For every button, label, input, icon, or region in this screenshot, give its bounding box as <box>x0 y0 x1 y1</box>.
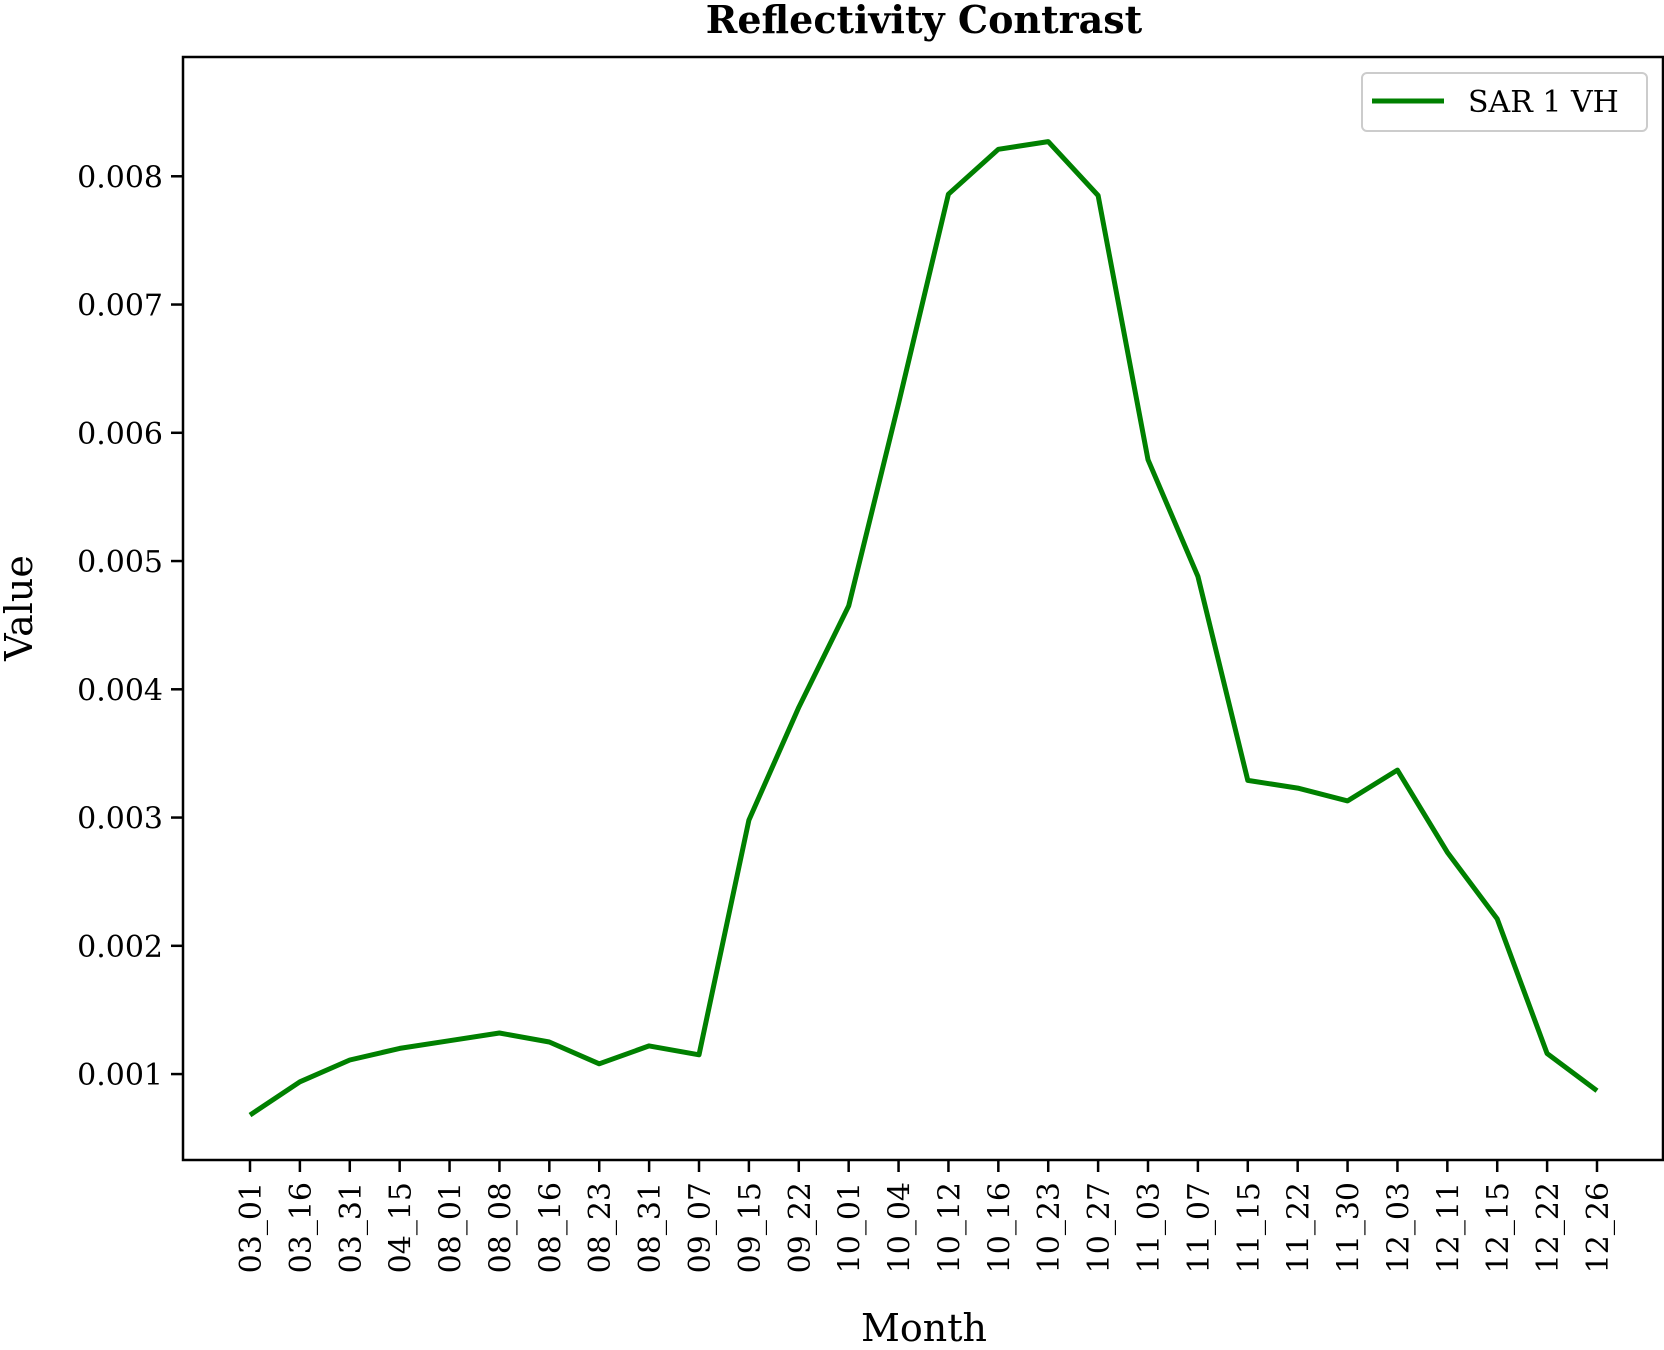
x-tick-label: 12_15 <box>1481 1182 1516 1273</box>
y-tick-label: 0.006 <box>77 417 163 452</box>
x-axis-label: Month <box>861 1306 987 1350</box>
series-layer <box>248 139 1599 1118</box>
x-tick-label: 11_07 <box>1182 1182 1217 1273</box>
x-tick-label: 10_12 <box>932 1182 967 1273</box>
y-tick-label: 0.002 <box>77 930 163 965</box>
x-tick-label: 10_27 <box>1082 1182 1117 1273</box>
chart-title: Reflectivity Contrast <box>706 0 1143 42</box>
x-tick-label: 04_15 <box>384 1182 419 1273</box>
x-tick-label: 09_07 <box>683 1182 718 1273</box>
y-tick-label: 0.007 <box>77 289 163 324</box>
y-tick-label: 0.008 <box>77 160 163 195</box>
y-tick-label: 0.003 <box>77 802 163 837</box>
x-tick-label: 11_30 <box>1332 1182 1367 1273</box>
legend: SAR 1 VH <box>1361 72 1648 132</box>
x-axis: 03_01 03_16 03_31 04_15 08_01 08_08 08_16 08_23… <box>234 1160 1616 1273</box>
y-axis-label: Value <box>0 555 41 662</box>
x-tick-label: 12_11 <box>1431 1182 1466 1273</box>
y-tick-label: 0.001 <box>77 1058 163 1093</box>
series-line-0 <box>248 139 1599 1118</box>
x-tick-label: 12_03 <box>1381 1182 1416 1273</box>
x-tick-label: 10_23 <box>1032 1182 1067 1273</box>
y-tick-label: 0.004 <box>77 673 163 708</box>
legend-label-sar-1-vh: SAR 1 VH <box>1468 85 1619 120</box>
legend-box <box>1361 72 1648 132</box>
x-tick-label: 08_08 <box>483 1182 518 1273</box>
x-tick-label: 08_16 <box>533 1182 568 1273</box>
x-tick-label: 10_01 <box>833 1182 868 1273</box>
x-tick-label: 11_03 <box>1132 1182 1167 1273</box>
x-tick-label: 12_22 <box>1531 1182 1566 1273</box>
x-tick-label: 10_04 <box>883 1182 918 1273</box>
x-tick-label: 10_16 <box>982 1182 1017 1273</box>
x-tick-label: 09_15 <box>733 1182 768 1273</box>
y-tick-label: 0.005 <box>77 545 163 580</box>
x-tick-label: 11_15 <box>1232 1182 1267 1273</box>
x-tick-label: 03_16 <box>284 1182 319 1273</box>
x-tick-label: 12_26 <box>1581 1182 1616 1273</box>
x-tick-label: 09_22 <box>783 1182 818 1273</box>
x-tick-label: 08_23 <box>583 1182 618 1273</box>
x-tick-label: 03_01 <box>234 1182 269 1273</box>
x-tick-label: 03_31 <box>334 1182 369 1273</box>
x-tick-label: 11_22 <box>1282 1182 1317 1273</box>
y-axis: 0.001 0.002 0.003 0.004 0.005 0.006 0.007 0.008 <box>77 160 183 1093</box>
x-tick-label: 08_01 <box>434 1182 469 1273</box>
x-tick-label: 08_31 <box>633 1182 668 1273</box>
plot-frame <box>181 55 1664 1162</box>
